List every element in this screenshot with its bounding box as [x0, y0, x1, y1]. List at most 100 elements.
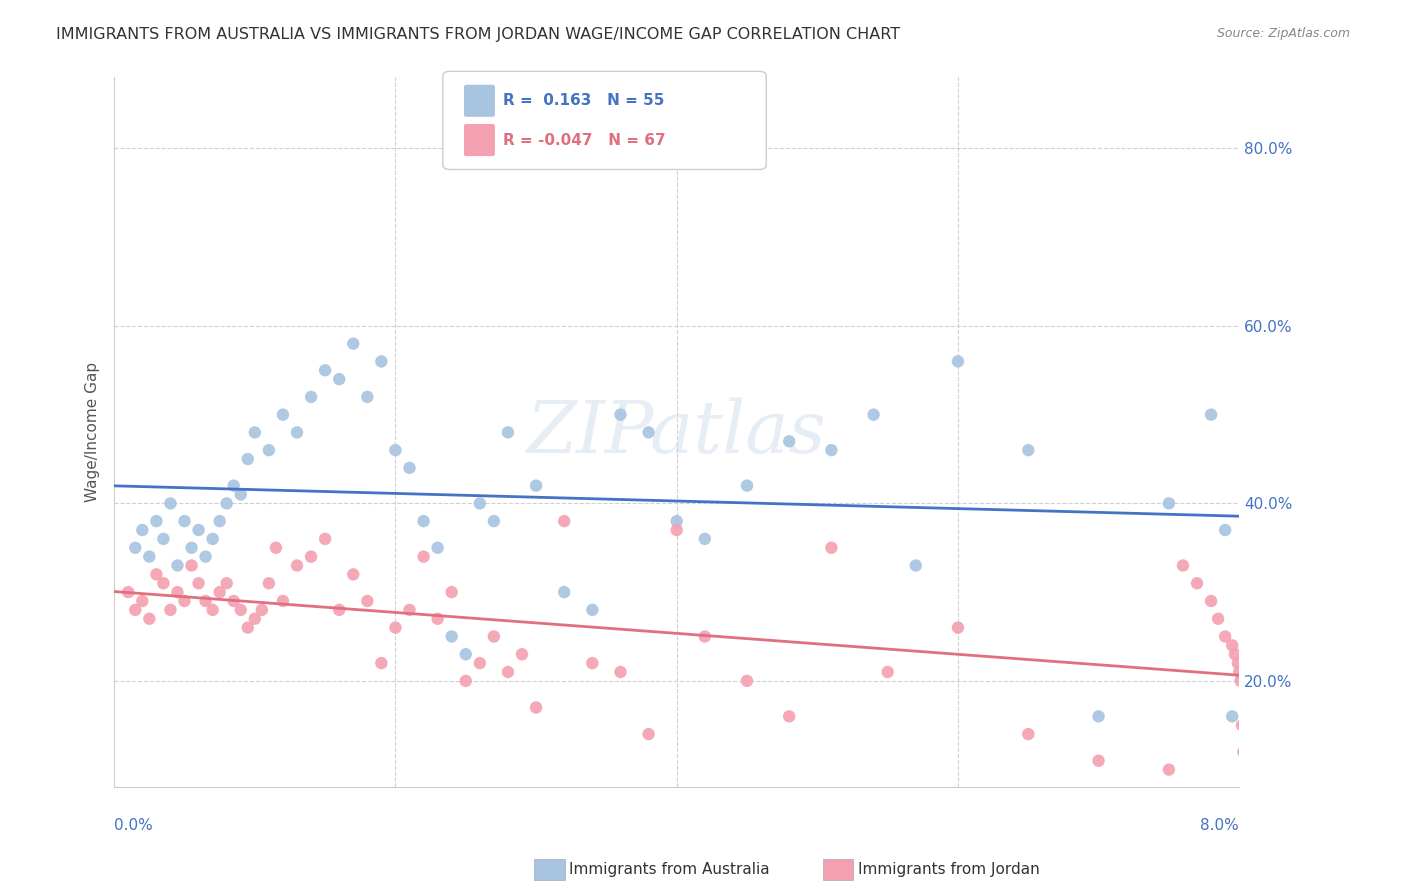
- Point: [328, 372, 350, 386]
- Point: [524, 700, 547, 714]
- Point: [398, 461, 420, 475]
- Text: IMMIGRANTS FROM AUSTRALIA VS IMMIGRANTS FROM JORDAN WAGE/INCOME GAP CORRELATION : IMMIGRANTS FROM AUSTRALIA VS IMMIGRANTS …: [56, 27, 900, 42]
- Point: [342, 567, 364, 582]
- Point: [778, 709, 800, 723]
- Point: [166, 558, 188, 573]
- Point: [328, 603, 350, 617]
- Point: [314, 532, 336, 546]
- Text: Immigrants from Jordan: Immigrants from Jordan: [858, 863, 1039, 877]
- Point: [468, 496, 491, 510]
- Point: [693, 532, 716, 546]
- Text: R = -0.047   N = 67: R = -0.047 N = 67: [503, 133, 666, 147]
- Point: [946, 621, 969, 635]
- Point: [236, 621, 259, 635]
- Text: ZIPatlas: ZIPatlas: [527, 397, 827, 467]
- Point: [1185, 576, 1208, 591]
- Point: [285, 558, 308, 573]
- Point: [215, 576, 238, 591]
- Point: [229, 487, 252, 501]
- Point: [314, 363, 336, 377]
- Point: [482, 514, 505, 528]
- Point: [735, 673, 758, 688]
- Point: [637, 425, 659, 440]
- Point: [609, 665, 631, 679]
- Point: [124, 541, 146, 555]
- Point: [243, 425, 266, 440]
- Point: [778, 434, 800, 449]
- Point: [342, 336, 364, 351]
- Point: [236, 452, 259, 467]
- Point: [1157, 496, 1180, 510]
- Point: [215, 496, 238, 510]
- Point: [370, 354, 392, 368]
- Point: [145, 514, 167, 528]
- Point: [468, 656, 491, 670]
- Point: [299, 390, 322, 404]
- Point: [299, 549, 322, 564]
- Point: [356, 594, 378, 608]
- Point: [665, 514, 688, 528]
- Point: [440, 630, 463, 644]
- Point: [250, 603, 273, 617]
- Point: [1199, 594, 1222, 608]
- Point: [693, 630, 716, 644]
- Point: [159, 496, 181, 510]
- Point: [609, 408, 631, 422]
- Point: [820, 541, 842, 555]
- Point: [496, 665, 519, 679]
- Point: [271, 594, 294, 608]
- Point: [222, 594, 245, 608]
- Point: [1229, 673, 1251, 688]
- Point: [117, 585, 139, 599]
- Point: [173, 514, 195, 528]
- Point: [173, 594, 195, 608]
- Text: 8.0%: 8.0%: [1201, 818, 1239, 833]
- Point: [1213, 630, 1236, 644]
- Point: [1017, 443, 1039, 458]
- Point: [1227, 665, 1250, 679]
- Point: [384, 621, 406, 635]
- Point: [257, 443, 280, 458]
- Point: [1017, 727, 1039, 741]
- Point: [1220, 639, 1243, 653]
- Point: [201, 532, 224, 546]
- Text: R =  0.163   N = 55: R = 0.163 N = 55: [503, 94, 665, 108]
- Point: [482, 630, 505, 644]
- Point: [876, 665, 898, 679]
- Point: [356, 390, 378, 404]
- Point: [138, 549, 160, 564]
- Point: [1087, 709, 1109, 723]
- Point: [208, 514, 231, 528]
- Point: [257, 576, 280, 591]
- Point: [454, 647, 477, 661]
- Point: [138, 612, 160, 626]
- Point: [581, 656, 603, 670]
- Point: [1171, 558, 1194, 573]
- Point: [1226, 656, 1249, 670]
- Point: [1087, 754, 1109, 768]
- Point: [243, 612, 266, 626]
- Point: [820, 443, 842, 458]
- Point: [166, 585, 188, 599]
- Point: [524, 478, 547, 492]
- Point: [159, 603, 181, 617]
- Point: [412, 514, 434, 528]
- Point: [637, 727, 659, 741]
- Point: [194, 549, 217, 564]
- Point: [152, 532, 174, 546]
- Y-axis label: Wage/Income Gap: Wage/Income Gap: [86, 362, 100, 502]
- Text: 0.0%: 0.0%: [114, 818, 153, 833]
- Point: [384, 443, 406, 458]
- Point: [862, 408, 884, 422]
- Point: [152, 576, 174, 591]
- Point: [1206, 612, 1229, 626]
- Point: [1220, 709, 1243, 723]
- Point: [208, 585, 231, 599]
- Point: [412, 549, 434, 564]
- Point: [398, 603, 420, 617]
- Point: [1199, 408, 1222, 422]
- Point: [496, 425, 519, 440]
- Point: [264, 541, 287, 555]
- Point: [187, 523, 209, 537]
- Point: [124, 603, 146, 617]
